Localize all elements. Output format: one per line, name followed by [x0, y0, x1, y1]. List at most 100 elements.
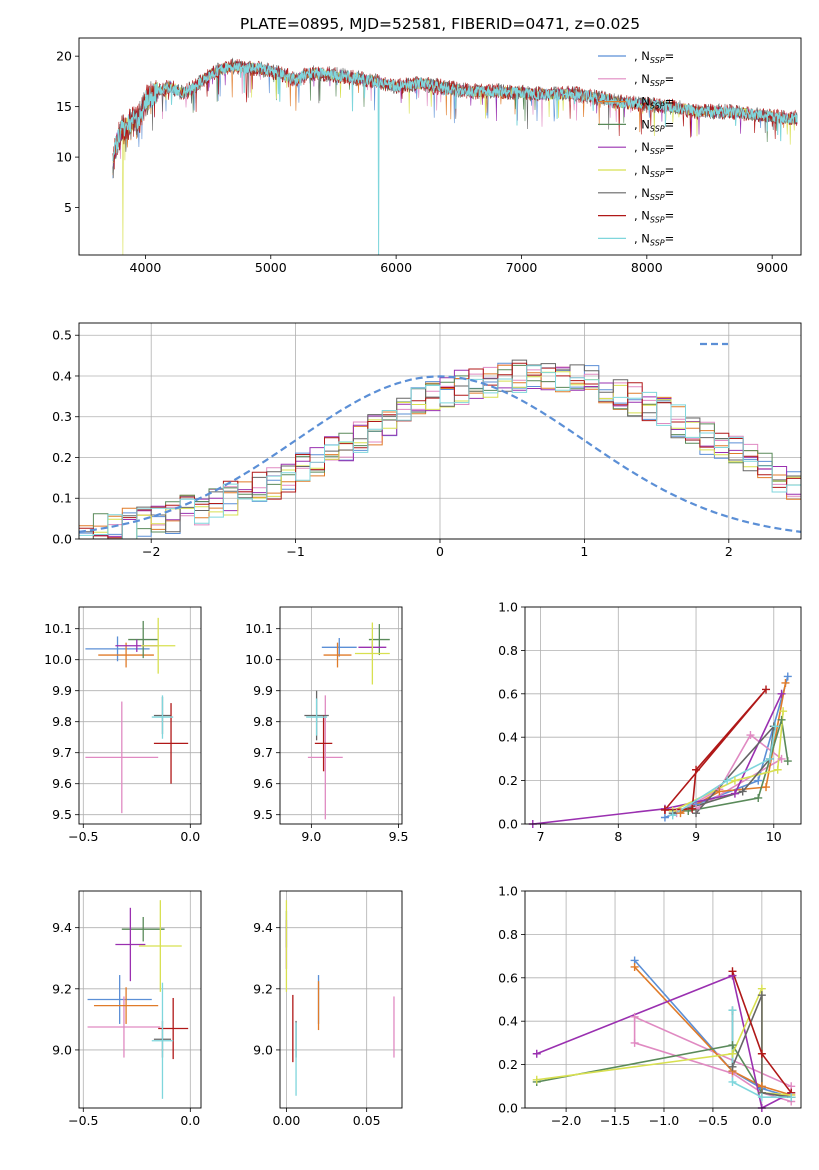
x-tick-label: −0.5 [698, 1113, 728, 1128]
x-tick-label: 5000 [255, 260, 287, 275]
y-tick-label: 20 [56, 49, 72, 64]
x-tick-label: −1.0 [649, 1113, 679, 1128]
plot-massweight_vs_Z: −2.0 −1.5 −1.0 −0.5 0.0 0.0 0.2 0.4 0.6 0.8 1.0 [498, 884, 802, 1128]
x-tick-label: −0.5 [68, 1113, 98, 1128]
gaussian-curve [79, 375, 801, 533]
y-tick-label: 9.5 [52, 807, 72, 822]
plot-area [79, 359, 801, 539]
y-tick-label: 15 [56, 99, 72, 114]
plus-marker [757, 991, 766, 1000]
y-tick-label: 9.9 [52, 683, 72, 698]
y-tick-label: 9.7 [253, 745, 273, 760]
axes-frame [524, 890, 802, 1109]
grid [280, 607, 402, 824]
legend-entry: , NSSP= [634, 140, 674, 156]
x-tick-label: 0.0 [180, 1113, 200, 1128]
y-tick-label: 9.5 [253, 807, 273, 822]
y-tick-label: 9.6 [253, 776, 273, 791]
y-tick-label: 10.1 [44, 621, 72, 636]
plus-marker [757, 1049, 766, 1058]
y-tick-label: 0.2 [498, 1057, 518, 1072]
plus-marker [728, 967, 737, 976]
y-tick-label: 10.0 [245, 652, 273, 667]
plus-marker [728, 1006, 737, 1015]
axes-frame [78, 890, 202, 1109]
y-tick-label: 0.8 [498, 927, 518, 942]
x-tick-label: 10 [766, 829, 782, 844]
plot-area [87, 900, 189, 1099]
plus-marker [754, 793, 763, 802]
axes-frame [78, 37, 802, 256]
legend: , NSSP= , NSSP= , NSSP= , NSSP= , NSSP= , NSS… [598, 49, 674, 247]
plus-marker [532, 1075, 541, 1084]
plus-marker [777, 754, 786, 763]
y-tick-label: 9.8 [52, 714, 72, 729]
y-tick-label: 9.2 [253, 981, 273, 996]
y-tick-label: 9.0 [253, 1042, 273, 1057]
y-tick-label: 9.7 [52, 745, 72, 760]
x-tick-label: 8 [614, 829, 622, 844]
figure-title: PLATE=0895, MJD=52581, FIBERID=0471, z=0… [240, 15, 640, 33]
y-tick-label: 0.6 [498, 686, 518, 701]
y-tick-label: 1.0 [498, 600, 518, 615]
x-tick-label: −0.5 [68, 829, 98, 844]
plot-age_vs_mass: 9.0 9.5 9.5 9.6 9.7 9.8 9.9 10.0 10.1 [245, 606, 408, 844]
y-tick-label: 0.0 [498, 1101, 518, 1116]
plus-marker [688, 804, 697, 813]
plot-mass_vs_EBV: 0.00 0.05 9.0 9.2 9.4 [253, 890, 403, 1128]
plus-marker [777, 715, 786, 724]
plot-mass_vs_Z: −0.5 0.0 9.0 9.2 9.4 [52, 890, 202, 1128]
plot-area [532, 676, 789, 824]
plus-marker [630, 1012, 639, 1021]
spectrum-line [112, 61, 798, 255]
x-tick-label: 0.05 [353, 1113, 381, 1128]
x-tick-label: 2 [725, 544, 733, 559]
x-tick-label: 0.00 [272, 1113, 300, 1128]
plus-marker [773, 765, 782, 774]
grid [79, 891, 201, 1108]
y-tick-label: 0.2 [498, 773, 518, 788]
plus-marker [754, 776, 763, 785]
plus-marker [762, 783, 771, 792]
y-tick-label: 0.3 [52, 409, 72, 424]
y-tick-label: 0.0 [52, 532, 72, 547]
y-tick-label: 0.0 [498, 817, 518, 832]
plot-area [112, 57, 798, 255]
massweight-line [634, 966, 792, 1096]
massweight-line [672, 726, 777, 816]
legend-entry: , NSSP= [634, 186, 674, 202]
plus-marker [715, 787, 724, 796]
plus-marker [676, 809, 685, 818]
legend-entry: , NSSP= [634, 117, 674, 133]
plus-marker [781, 678, 790, 687]
grid [280, 891, 402, 1108]
y-tick-label: 0.8 [498, 643, 518, 658]
plus-marker [783, 757, 792, 766]
plus-marker [783, 672, 792, 681]
plus-marker [762, 685, 771, 694]
y-tick-label: 0.4 [52, 368, 72, 383]
histogram-series [79, 371, 801, 539]
plus-marker [728, 1041, 737, 1050]
plus-marker [668, 811, 677, 820]
x-tick-label: 7000 [506, 260, 538, 275]
plus-marker [692, 765, 701, 774]
x-tick-label: 4000 [130, 260, 162, 275]
x-tick-label: 1 [580, 544, 588, 559]
plot-area [285, 900, 395, 1096]
plus-marker [660, 813, 669, 822]
plus-marker [728, 1077, 737, 1086]
legend-entry: , NSSP= [634, 231, 674, 247]
spectrum-line [112, 62, 798, 179]
plot-massweight_vs_age: 7 8 9 10 0.0 0.2 0.4 0.6 0.8 1.0 [498, 600, 802, 844]
plus-marker [765, 754, 774, 763]
y-tick-label: 5 [64, 200, 72, 215]
plus-marker [738, 787, 747, 796]
y-tick-label: 10.0 [44, 652, 72, 667]
spectrum-line [112, 62, 798, 175]
legend-entry: , NSSP= [634, 209, 674, 225]
plot-residuals: −2 −1 0 1 2 0.0 0.1 0.2 0.3 0.4 0.5 [52, 322, 802, 559]
plot-area [304, 622, 390, 820]
